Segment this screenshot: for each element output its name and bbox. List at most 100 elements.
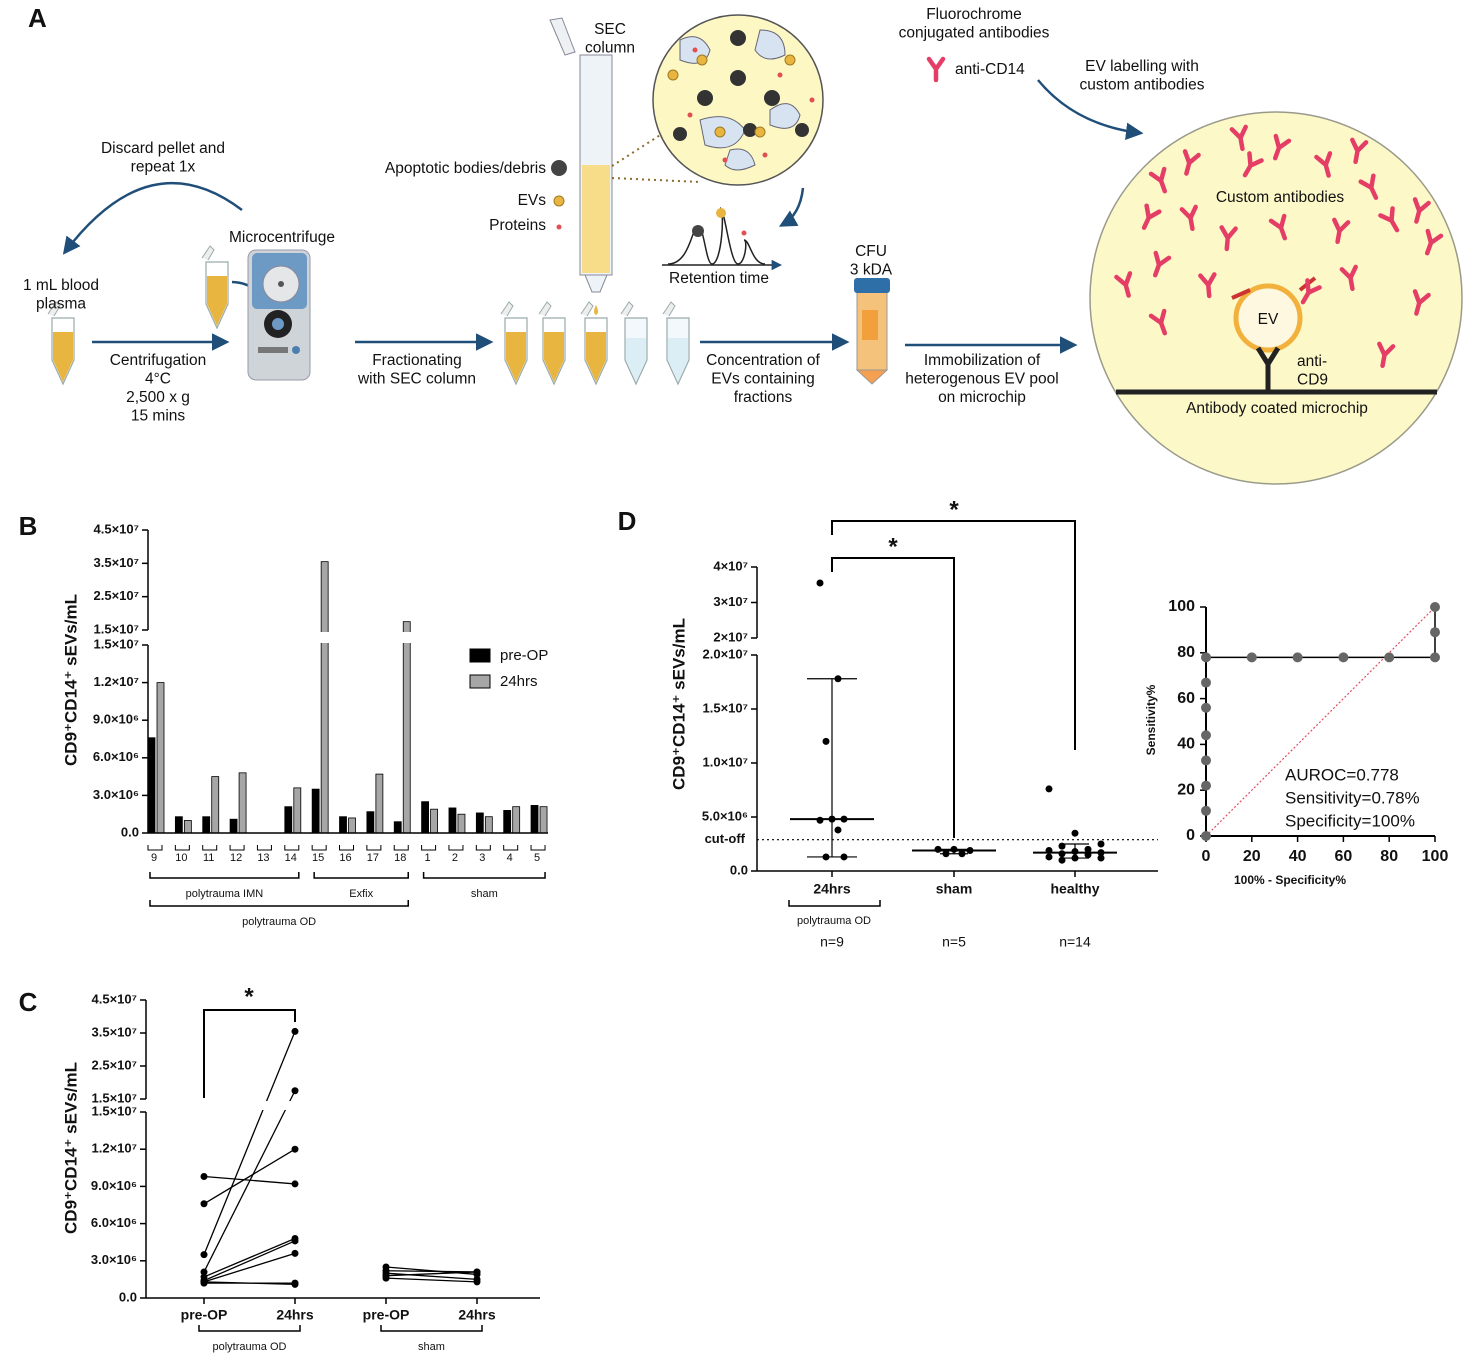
x-tick-label: 24hrs bbox=[813, 881, 851, 897]
dot bbox=[942, 850, 950, 858]
x-tick-label: 15 bbox=[312, 852, 324, 864]
dot bbox=[291, 1087, 299, 1095]
category-bracket bbox=[393, 845, 409, 851]
x-tick-label: healthy bbox=[1050, 881, 1099, 897]
y-tick-label: 4×10⁷ bbox=[713, 558, 748, 573]
dot bbox=[1045, 785, 1053, 793]
diagram-label: Antibody coated microchip bbox=[1186, 400, 1368, 417]
dot bbox=[1045, 853, 1053, 861]
diagram-label: plasma bbox=[36, 296, 86, 313]
dot bbox=[816, 579, 824, 587]
category-bracket bbox=[174, 845, 190, 851]
diagram-label: anti- bbox=[1297, 353, 1327, 370]
dot bbox=[1071, 848, 1079, 856]
y-axis-title: CD9⁺CD14⁺ sEVs/mL bbox=[61, 1062, 80, 1234]
category-bracket bbox=[311, 845, 327, 851]
group-label: polytrauma IMN bbox=[186, 888, 264, 900]
roc-point bbox=[1384, 652, 1395, 663]
y-tick-label: 1.5×10⁷ bbox=[94, 621, 140, 636]
dot bbox=[840, 853, 848, 861]
category-bracket bbox=[530, 845, 546, 851]
group-label: Exfix bbox=[349, 888, 373, 900]
legend-swatch bbox=[469, 674, 491, 689]
bar bbox=[530, 805, 539, 834]
x-tick-label: 1 bbox=[425, 852, 431, 864]
pair-line bbox=[385, 1277, 478, 1283]
x-tick-label: 9 bbox=[151, 852, 157, 864]
group-label: polytrauma OD bbox=[797, 915, 871, 927]
stat-label: AUROC=0.778 bbox=[1285, 765, 1399, 784]
diagram-label: heterogenous EV pool bbox=[905, 371, 1058, 388]
pair-line bbox=[385, 1272, 478, 1281]
bar bbox=[339, 816, 347, 834]
dot bbox=[934, 845, 942, 853]
bar bbox=[457, 813, 466, 834]
y-tick-label: 0.0 bbox=[730, 862, 748, 877]
bar bbox=[375, 773, 384, 834]
legend-swatch bbox=[469, 648, 491, 663]
x-tick-label: 24hrs bbox=[276, 1307, 314, 1323]
panel-label: B bbox=[19, 511, 38, 541]
bar bbox=[539, 806, 548, 834]
category-bracket bbox=[229, 845, 245, 851]
diagram-label: 4°C bbox=[145, 371, 171, 388]
roc-point bbox=[1430, 627, 1440, 638]
dot bbox=[1058, 856, 1066, 864]
dot bbox=[822, 737, 830, 745]
dot bbox=[200, 1251, 208, 1259]
x-tick-label: 11 bbox=[203, 852, 214, 864]
roc-point bbox=[1201, 780, 1211, 791]
n-label: n=9 bbox=[820, 934, 844, 950]
y-tick-label: 2.5×10⁷ bbox=[94, 588, 140, 603]
group-label: polytrauma OD bbox=[242, 916, 316, 928]
diagram-label: custom antibodies bbox=[1080, 77, 1205, 94]
annotation: * bbox=[949, 496, 959, 523]
pair-line bbox=[203, 1148, 296, 1205]
y-tick-label: 100 bbox=[1168, 598, 1195, 615]
diagram-label: EVs containing bbox=[711, 371, 814, 388]
panel-label: D bbox=[618, 506, 637, 536]
group-bracket bbox=[313, 872, 409, 879]
x-tick-label: sham bbox=[936, 881, 973, 897]
y-tick-label: 1.5×10⁷ bbox=[92, 1103, 138, 1118]
category-bracket bbox=[256, 845, 272, 851]
x-tick-label: pre-OP bbox=[181, 1307, 228, 1323]
x-tick-label: 3 bbox=[479, 852, 485, 864]
diagram-label: anti-CD14 bbox=[955, 61, 1025, 78]
bar bbox=[202, 816, 211, 834]
roc-point bbox=[1201, 755, 1211, 766]
diagram-label: Microcentrifuge bbox=[229, 229, 335, 246]
roc-point bbox=[1201, 831, 1211, 841]
bar bbox=[448, 807, 457, 834]
dot bbox=[200, 1200, 208, 1208]
y-tick-label: 1.2×10⁷ bbox=[92, 1141, 138, 1156]
y-axis-title: CD9⁺CD14⁺ sEVs/mL bbox=[669, 618, 688, 790]
axis-break bbox=[147, 1101, 542, 1110]
diagram-label: Fluorochrome bbox=[926, 6, 1022, 23]
dot bbox=[1084, 845, 1092, 853]
x-tick-label: 12 bbox=[230, 852, 242, 864]
y-tick-label: 20 bbox=[1177, 781, 1195, 798]
panel-a-artwork bbox=[47, 14, 1463, 485]
bar bbox=[238, 772, 247, 834]
y-tick-label: 4.5×10⁷ bbox=[92, 991, 138, 1006]
y-tick-label: 9.0×10⁶ bbox=[91, 1178, 137, 1193]
diagram-label: SEC bbox=[594, 21, 626, 38]
bar bbox=[147, 737, 156, 834]
x-tick-label: 14 bbox=[285, 852, 297, 864]
annotation: * bbox=[888, 533, 898, 560]
bar bbox=[421, 801, 430, 834]
y-tick-label: 3×10⁷ bbox=[713, 594, 748, 609]
y-tick-label: 1.5×10⁷ bbox=[703, 700, 749, 715]
y-tick-label: 0 bbox=[1186, 827, 1195, 844]
diagram-label: Custom antibodies bbox=[1216, 189, 1345, 206]
x-tick-label: 80 bbox=[1380, 848, 1398, 865]
y-tick-label: 3.5×10⁷ bbox=[94, 555, 140, 570]
pair-line bbox=[203, 1281, 296, 1286]
dot bbox=[473, 1268, 481, 1276]
stat-label: Sensitivity=0.78% bbox=[1285, 788, 1420, 807]
category-bracket bbox=[448, 845, 464, 851]
significance-bracket bbox=[203, 1009, 296, 1098]
x-axis-title: 100% - Specificity% bbox=[1234, 873, 1346, 887]
y-tick-label: 5.0×10⁶ bbox=[702, 808, 748, 823]
